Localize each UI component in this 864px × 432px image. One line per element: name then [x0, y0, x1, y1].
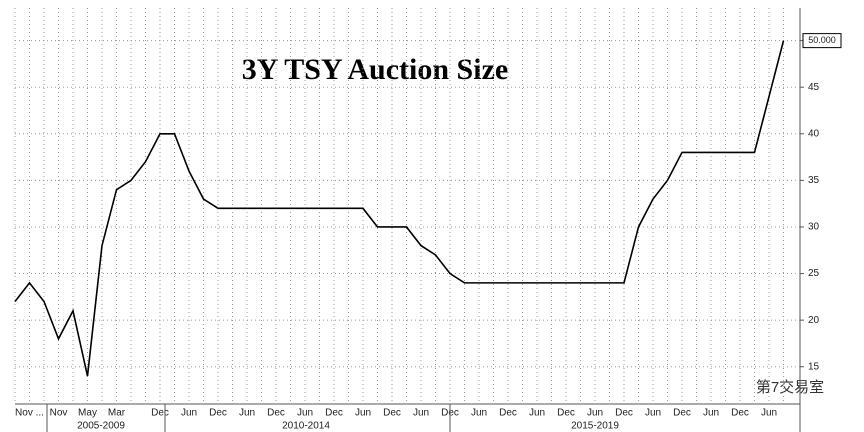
- x-tick-label: Nov: [50, 408, 68, 419]
- x-tick-label: Jun: [645, 408, 661, 419]
- x-group-label: 2005-2009: [77, 421, 125, 432]
- y-tick-label: 40: [808, 128, 820, 139]
- x-tick-label: Jun: [529, 408, 545, 419]
- x-tick-label: Jun: [297, 408, 313, 419]
- y-tick-label: 30: [808, 222, 820, 233]
- value-label-box: [802, 33, 842, 49]
- x-group-label: 2015-2019: [571, 421, 619, 432]
- x-tick-label: Jun: [587, 408, 603, 419]
- x-tick-label: Dec: [383, 408, 401, 419]
- y-tick-label: 15: [808, 361, 820, 372]
- x-tick-label: Dec: [557, 408, 575, 419]
- y-tick-label: 25: [808, 268, 820, 279]
- x-tick-label: Jun: [355, 408, 371, 419]
- x-tick-label: Jun: [181, 408, 197, 419]
- x-tick-label: Jun: [239, 408, 255, 419]
- x-tick-label: Nov ...: [15, 408, 44, 419]
- x-tick-label: Dec: [151, 408, 169, 419]
- x-tick-label: Mar: [108, 408, 126, 419]
- x-tick-label: Jun: [761, 408, 777, 419]
- x-tick-label: Dec: [209, 408, 227, 419]
- x-tick-label: Dec: [325, 408, 343, 419]
- y-tick-label: 35: [808, 175, 820, 186]
- x-tick-label: Dec: [731, 408, 749, 419]
- x-tick-label: Jun: [471, 408, 487, 419]
- value-label: 50.000: [808, 35, 836, 45]
- x-tick-label: Dec: [615, 408, 633, 419]
- x-tick-label: Dec: [499, 408, 517, 419]
- watermark: 第7交易室: [756, 378, 824, 396]
- x-tick-label: Dec: [673, 408, 691, 419]
- chart-title: 3Y TSY Auction Size: [242, 53, 508, 86]
- x-tick-label: Jun: [703, 408, 719, 419]
- x-tick-label: Jun: [413, 408, 429, 419]
- y-tick-label: 20: [808, 315, 820, 326]
- x-tick-label: Dec: [267, 408, 285, 419]
- line: [14, 40, 785, 377]
- x-group-label: 2010-2014: [282, 421, 330, 432]
- y-tick-label: 45: [808, 82, 820, 93]
- x-tick-label: May: [78, 408, 97, 419]
